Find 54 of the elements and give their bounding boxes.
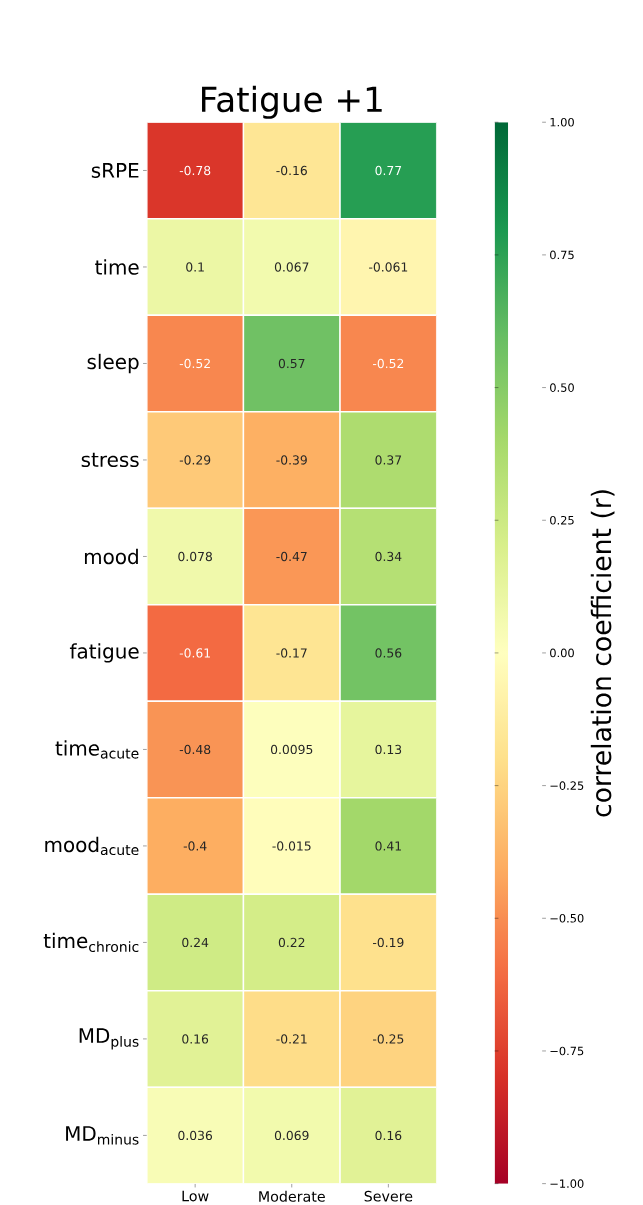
color-bar-label: 0.75 xyxy=(549,250,574,260)
chart-title: Fatigue +1 xyxy=(201,85,382,119)
data-label: 0.77 xyxy=(375,165,401,176)
data-label: -0.48 xyxy=(179,744,211,755)
data-label: -0.061 xyxy=(368,262,407,272)
data-label: -0.78 xyxy=(179,165,211,176)
data-label: -0.52 xyxy=(372,358,403,369)
y-tick-label: mood$_{acute}$ xyxy=(45,836,139,856)
y-tick-label: fatigue xyxy=(69,643,139,663)
y-tick-label: sleep xyxy=(87,353,139,374)
color-bar-label: −0.75 xyxy=(550,1046,584,1056)
data-label: 0.036 xyxy=(178,1130,212,1141)
color-bar-label: −0.50 xyxy=(550,913,584,923)
data-label: 0.57 xyxy=(278,358,305,369)
data-label: 0.069 xyxy=(274,1130,309,1141)
data-label: 0.078 xyxy=(178,551,212,562)
data-label: 0.56 xyxy=(375,648,402,658)
data-label: -0.25 xyxy=(372,1034,404,1044)
data-label: 0.41 xyxy=(375,841,401,851)
data-label: 0.22 xyxy=(278,937,305,948)
data-label: 0.24 xyxy=(182,937,209,948)
color-bar-label: −1.00 xyxy=(550,1179,584,1188)
data-label: 0.34 xyxy=(375,551,402,562)
color-bar-label: 0.00 xyxy=(549,648,574,658)
data-label: -0.61 xyxy=(179,648,210,658)
y-tick-label: time$_{chronic}$ xyxy=(43,932,139,953)
data-label: -0.19 xyxy=(372,937,404,948)
y-tick-label: stress xyxy=(81,452,139,468)
data-label: 0.0095 xyxy=(270,744,313,755)
data-label: -0.47 xyxy=(276,551,307,562)
x-tick-label: Moderate xyxy=(259,1190,325,1202)
data-label: -0.015 xyxy=(272,841,311,851)
y-tick-label: MD$_{minus}$ xyxy=(65,1126,139,1145)
data-label: -0.17 xyxy=(276,648,307,658)
y-tick-label: mood xyxy=(84,548,138,565)
x-tick-label: Severe xyxy=(364,1190,413,1202)
data-label: 0.13 xyxy=(375,744,401,755)
data-label: -0.39 xyxy=(276,455,307,465)
x-tick-label: Low xyxy=(182,1190,209,1202)
color-bar-label: 1.00 xyxy=(550,117,574,127)
color-bar-title: correlation coefficient (r) xyxy=(590,490,615,817)
data-label: 0.37 xyxy=(375,455,401,465)
data-label: 0.16 xyxy=(375,1130,402,1141)
data-label: -0.21 xyxy=(276,1034,307,1044)
y-tick-label: MD$_{plus}$ xyxy=(79,1028,139,1050)
data-label: -0.16 xyxy=(276,165,307,176)
color-bar-label: −0.25 xyxy=(550,781,584,790)
color-bar-label: 0.50 xyxy=(549,383,574,392)
y-tick-label: sRPE xyxy=(91,163,139,178)
data-label: 0.067 xyxy=(274,262,309,272)
data-label: -0.52 xyxy=(179,358,210,369)
color-bar-label: 0.25 xyxy=(549,515,574,525)
y-tick-label: time$_{acute}$ xyxy=(55,740,139,759)
y-tick-label: time xyxy=(94,259,139,275)
